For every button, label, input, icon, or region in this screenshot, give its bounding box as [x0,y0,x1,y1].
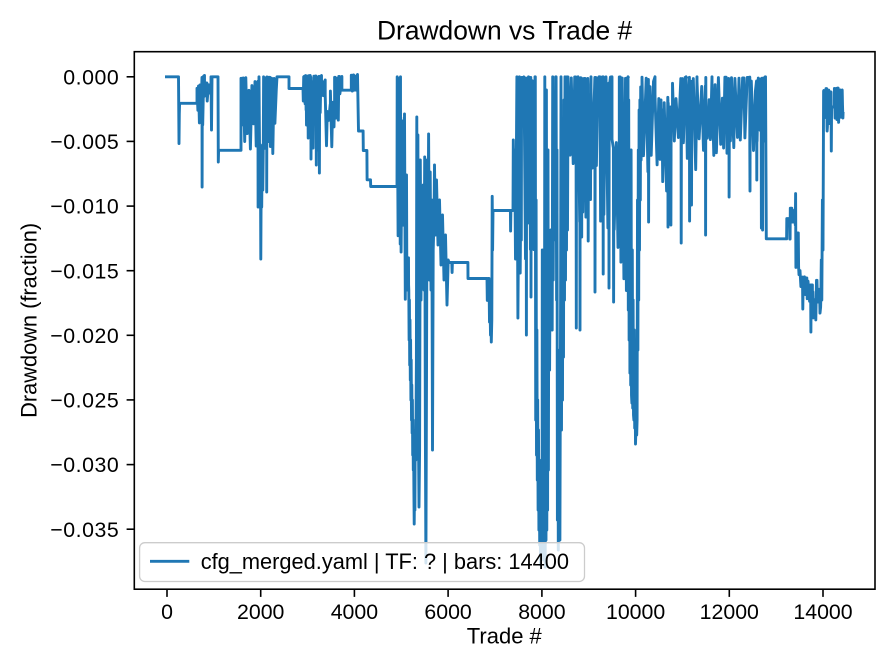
svg-text:0.000: 0.000 [63,65,119,89]
svg-text:−0.020: −0.020 [50,324,119,348]
svg-text:Drawdown (fraction): Drawdown (fraction) [17,223,42,418]
svg-text:Drawdown vs Trade #: Drawdown vs Trade # [377,15,633,45]
svg-text:−0.025: −0.025 [50,389,119,413]
svg-text:6000: 6000 [424,600,472,624]
svg-text:−0.035: −0.035 [50,518,119,542]
svg-text:10000: 10000 [606,600,665,624]
svg-text:cfg_merged.yaml | TF: ? | bars: cfg_merged.yaml | TF: ? | bars: 14400 [201,549,569,574]
svg-text:−0.005: −0.005 [50,130,119,154]
svg-text:−0.030: −0.030 [50,453,119,477]
svg-text:12000: 12000 [700,600,759,624]
svg-text:−0.015: −0.015 [50,259,119,283]
svg-text:4000: 4000 [331,600,379,624]
svg-text:Trade #: Trade # [467,624,543,649]
svg-text:2000: 2000 [237,600,285,624]
svg-text:14000: 14000 [793,600,852,624]
svg-text:−0.010: −0.010 [50,195,119,219]
svg-text:8000: 8000 [518,600,566,624]
svg-text:0: 0 [161,600,173,624]
